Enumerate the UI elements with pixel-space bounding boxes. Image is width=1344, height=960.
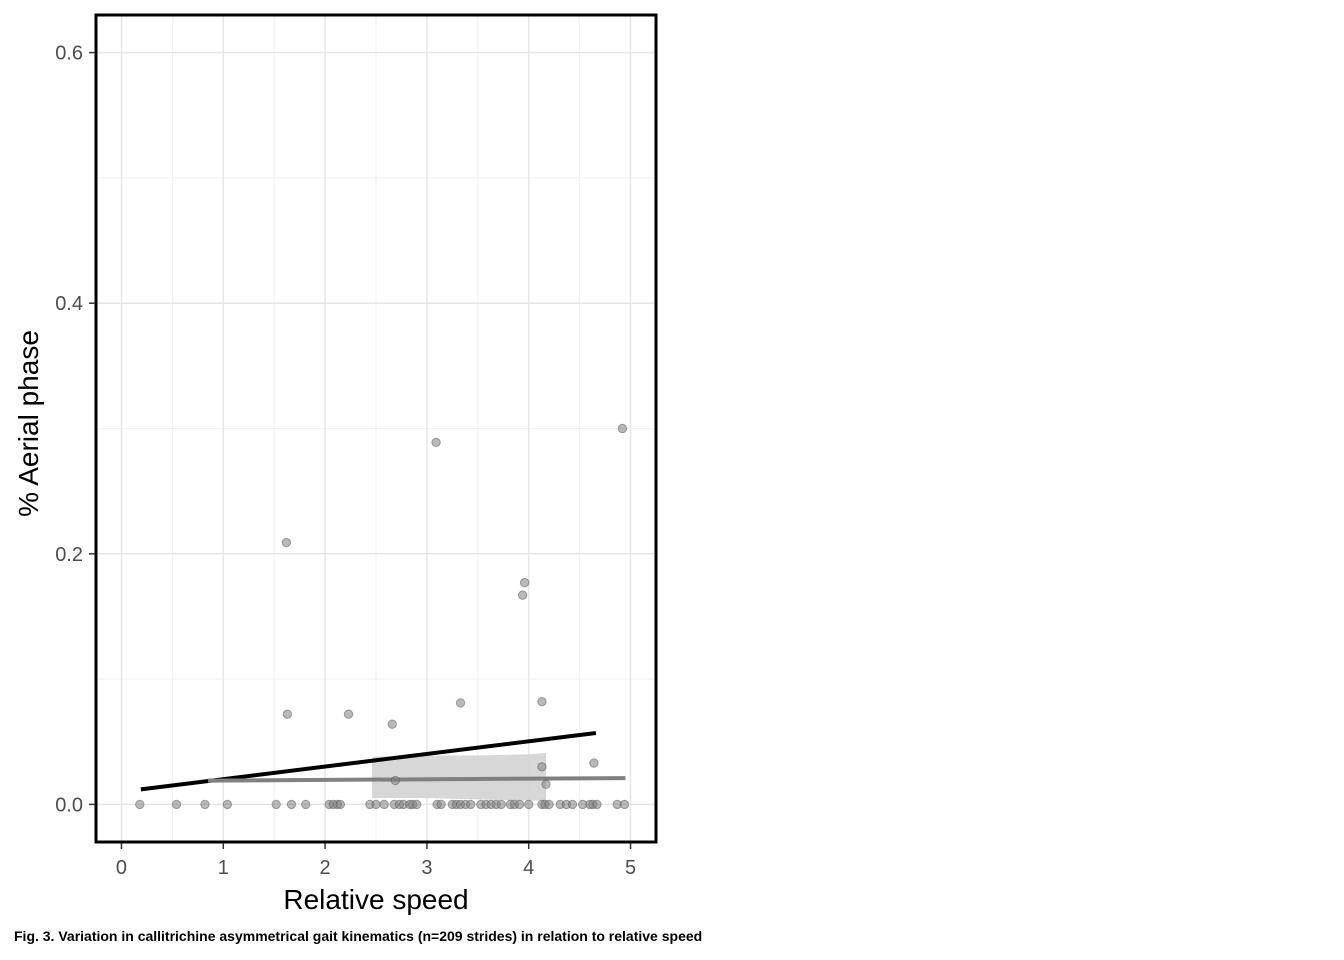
- data-point: [200, 799, 210, 810]
- data-point: [514, 799, 525, 810]
- data-point: [431, 437, 441, 447]
- confidence-ribbon: [371, 753, 547, 801]
- figure-caption: Fig. 3. Variation in callitrichine asymm…: [14, 928, 703, 944]
- confidence-ribbon-layer: [371, 753, 547, 801]
- data-point: [592, 799, 602, 810]
- data-point: [524, 799, 534, 810]
- data-point: [343, 709, 354, 719]
- data-point: [465, 799, 476, 810]
- data-point: [436, 799, 446, 810]
- data-point: [171, 799, 182, 810]
- trend-lines-layer: [140, 731, 626, 792]
- data-point: [412, 799, 422, 810]
- x-tick-label: 5: [625, 857, 636, 879]
- data-point: [544, 799, 554, 810]
- data-point: [379, 799, 389, 810]
- data-point: [222, 799, 233, 810]
- grid: [96, 15, 656, 842]
- data-point: [567, 799, 578, 810]
- data-point: [390, 775, 401, 786]
- data-point: [335, 799, 346, 810]
- data-point: [537, 696, 547, 707]
- data-point: [271, 799, 281, 810]
- trend-line: [207, 776, 626, 783]
- data-point: [135, 799, 145, 810]
- y-tick-label: 0.0: [55, 794, 83, 816]
- data-point: [519, 577, 530, 588]
- x-tick-label: 2: [320, 857, 331, 879]
- data-point: [286, 799, 297, 810]
- data-point: [589, 758, 599, 768]
- data-point: [617, 423, 628, 434]
- x-tick-label: 3: [421, 857, 432, 879]
- data-point: [541, 779, 551, 790]
- y-tick-label: 0.6: [55, 43, 83, 65]
- data-point: [496, 799, 506, 810]
- data-point: [619, 799, 630, 810]
- points-layer: [135, 423, 630, 810]
- data-point: [537, 762, 547, 772]
- x-tick-label: 1: [218, 857, 229, 879]
- data-point: [371, 799, 381, 810]
- x-axis-title: Relative speed: [283, 884, 468, 915]
- data-point: [455, 698, 466, 708]
- x-tick-label: 0: [116, 857, 127, 879]
- data-point: [387, 719, 397, 729]
- panel-border: [94, 13, 658, 844]
- y-tick-label: 0.2: [55, 544, 83, 566]
- x-tick-label: 4: [523, 857, 534, 879]
- data-point: [301, 799, 311, 810]
- ticks-layer: 0 1 2 3 4 5 0.0 0.2 0.4 0.6: [55, 43, 636, 879]
- y-axis-title: % Aerial phase: [13, 330, 44, 517]
- data-point: [517, 590, 528, 600]
- data-point: [282, 709, 293, 719]
- y-tick-label: 0.4: [55, 293, 83, 315]
- data-point: [281, 537, 292, 548]
